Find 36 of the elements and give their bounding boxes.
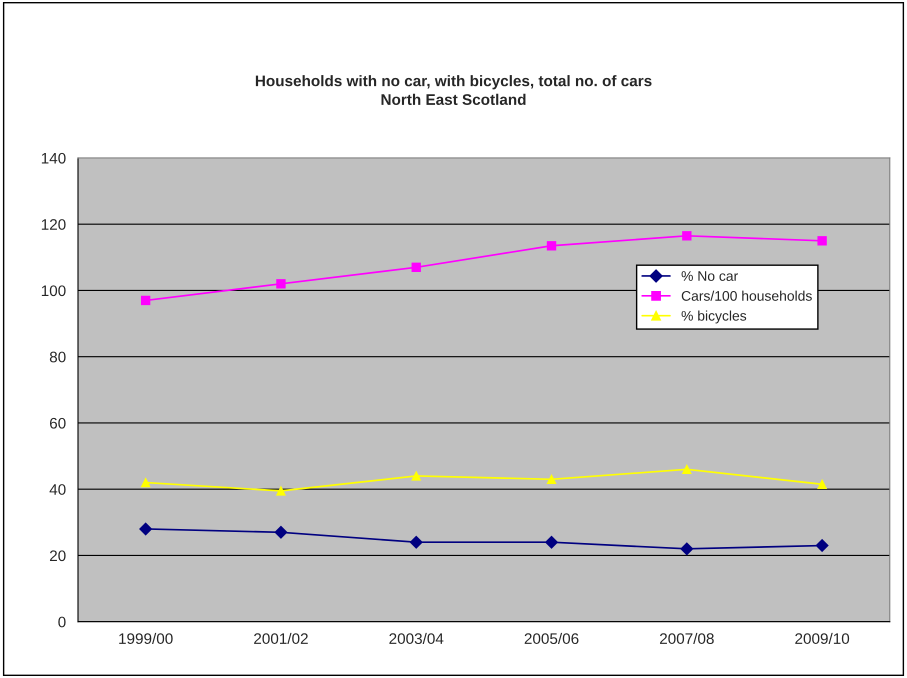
point (276, 486, 286, 496)
x-tick-label: 2007/08 (660, 632, 714, 644)
x-tick-label: 2005/06 (524, 632, 578, 644)
y-tick-label: 40 (50, 484, 66, 495)
point (817, 480, 827, 489)
y-tick-label: 60 (50, 418, 66, 429)
x-tick-label: 2003/04 (389, 632, 444, 644)
x-tick-label: 2009/10 (795, 632, 850, 644)
y-tick-label: 80 (50, 352, 66, 362)
point (680, 542, 694, 556)
point (412, 262, 421, 272)
y-tick-label: 20 (50, 550, 66, 562)
point (274, 526, 288, 539)
chart-title: Households with no car, with bicycles, total no. of cars North East Scotland (256, 75, 652, 105)
point (545, 536, 558, 549)
point (682, 231, 692, 241)
y-tick-label: 120 (42, 219, 66, 230)
y-tick-label: 140 (42, 152, 66, 164)
point (546, 241, 556, 250)
point (140, 478, 150, 488)
point (140, 296, 150, 306)
x-tick-label: 2001/02 (254, 632, 308, 644)
point (410, 536, 423, 549)
y-tick-label: 0 (58, 616, 66, 628)
legend-label: % bicycles (682, 310, 746, 324)
point (816, 539, 829, 552)
legend-label: Cars/100 households (682, 290, 812, 301)
point (817, 236, 827, 246)
y-tick-label: 100 (42, 285, 66, 296)
point (412, 471, 421, 481)
point (682, 464, 692, 474)
point (546, 474, 556, 484)
point (139, 522, 152, 536)
x-tick-label: 1999/00 (119, 632, 173, 644)
point (276, 279, 286, 289)
legend-label: % No car (682, 271, 738, 281)
